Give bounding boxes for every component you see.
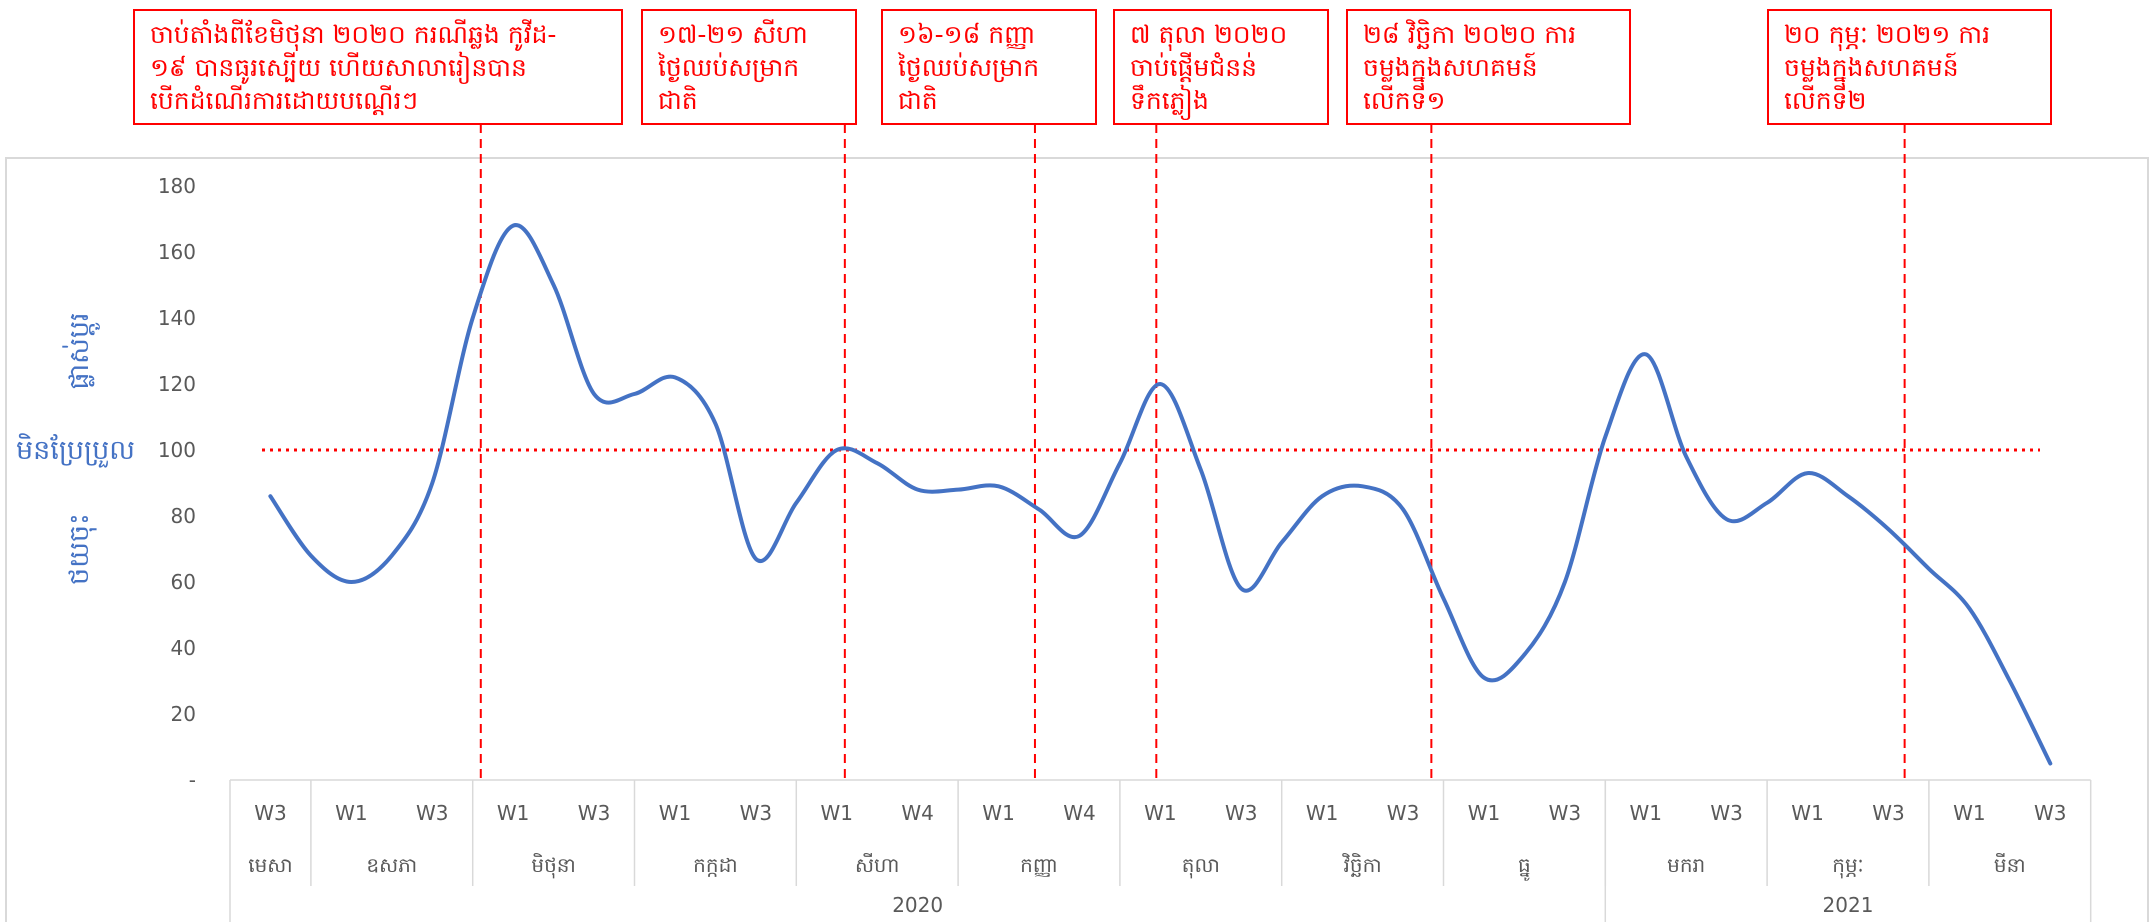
y-tick-label: - [189,768,196,792]
event-annotation-text: ចាប់ផ្តើមជំនន់ [1130,52,1257,83]
event-annotation-box [881,9,1097,125]
x-week-tick-label: W3 [578,801,611,825]
y-tick-label: 100 [158,438,196,462]
x-week-tick-label: W3 [416,801,449,825]
event-annotations: ចាប់តាំងពីខែមិថុនា ២០២០ ករណីឆ្លង កូវីដ-១… [133,9,2052,125]
x-week-tick-label: W1 [1630,801,1663,825]
x-year-label: 2020 [892,893,943,917]
x-week-tick-label: W1 [1468,801,1501,825]
event-annotation-text: ២៨ វិច្ឆិកា ២០២០ ការ [1363,19,1576,50]
event-annotation-text: ២០ កុម្ភៈ ២០២១ ការ [1784,20,1990,51]
y-axis-title-line: ផ្លាស់ប្តូរ [62,312,100,389]
x-week-tick-label: W1 [335,801,368,825]
x-month-label: មីនា [1994,852,2026,877]
x-week-tick-label: W1 [1144,801,1177,825]
event-annotation-box [641,9,857,125]
series-line [268,223,2053,766]
event-annotation-text: ចម្លងក្នុងសហគមន៍ [1363,52,1538,87]
event-annotation-text: ៧ តុលា ២០២០ [1130,20,1287,51]
x-week-tick-label: W3 [1872,801,1905,825]
x-week-tick-label: W1 [1306,801,1339,825]
x-week-tick-label: W3 [1549,801,1582,825]
event-annotation: ១៧-២១ សីហាថ្ងៃឈប់សម្រាកជាតិ [641,9,857,125]
event-annotation-box [1113,9,1329,125]
event-annotation: ២៨ វិច្ឆិកា ២០២០ ការចម្លងក្នុងសហគមន៍លើកទ… [1346,9,1631,125]
x-month-label: កក្កដា [693,853,737,877]
x-month-label: កុម្ភៈ [1832,853,1864,879]
x-week-tick-label: W1 [982,801,1015,825]
x-week-tick-label: W1 [659,801,692,825]
event-annotation-text: ចម្លងក្នុងសហគមន៍ [1784,52,1959,87]
event-annotation-text: បើកដំណើរការដោយបណ្តើរៗ [150,85,418,116]
event-annotation-text: លើកទី២ [1784,85,1866,115]
y-tick-label: 20 [171,702,196,726]
event-annotation-text: ១៧-២១ សីហា [658,19,808,49]
event-annotation-box [133,9,623,125]
y-tick-label: 80 [171,504,196,528]
x-week-tick-label: W3 [2034,801,2067,825]
event-annotation-text: ថ្ងៃឈប់សម្រាក [657,52,799,83]
x-month-label: ឧសភា [366,853,417,877]
y-tick-label: 40 [171,636,196,660]
x-year-label: 2021 [1823,893,1874,917]
x-week-tick-label: W3 [1225,801,1258,825]
y-tick-label: 60 [171,570,196,594]
x-week-tick-label: W3 [740,801,773,825]
event-annotation: ១៦-១៨ កញ្ញាថ្ងៃឈប់សម្រាកជាតិ [881,9,1097,125]
x-month-label: មិថុនា [531,852,575,879]
event-annotation-text: លើកទី១ [1363,85,1445,115]
chart-area-border [5,157,2149,922]
event-annotation-text: ថ្ងៃឈប់សម្រាក [897,52,1039,83]
y-tick-label: 180 [158,174,196,198]
y-tick-label: 160 [158,240,196,264]
x-week-tick-label: W1 [497,801,530,825]
event-annotation: ចាប់តាំងពីខែមិថុនា ២០២០ ករណីឆ្លង កូវីដ-១… [133,9,623,125]
event-annotation: ២០ កុម្ភៈ ២០២១ ការចម្លងក្នុងសហគមន៍លើកទី២ [1767,9,2052,125]
x-week-tick-label: W1 [1791,801,1824,825]
event-annotation-text: ជាតិ [658,85,698,115]
event-marker-lines [479,124,1906,780]
y-axis-title-line: ថយចុះ [64,513,97,585]
x-week-tick-label: W3 [1387,801,1420,825]
event-annotation-text: ១៦-១៨ កញ្ញា [898,20,1035,50]
x-week-tick-label: W4 [1063,801,1096,825]
event-annotation-box [1767,9,2052,125]
x-week-tick-label: W3 [254,801,287,825]
y-axis-title-line: មិនប្រែប្រួល [16,433,135,468]
x-month-label: ធ្នូ [1518,853,1531,881]
x-week-tick-label: W4 [901,801,934,825]
x-month-label: កញ្ញា [1020,853,1058,877]
x-month-label: មករា [1667,853,1705,877]
x-week-tick-label: W1 [1953,801,1986,825]
y-tick-label: 140 [158,306,196,330]
x-month-label: មេសា [248,853,292,877]
event-annotation-box [1346,9,1631,125]
x-week-tick-label: W3 [1710,801,1743,825]
x-month-label: តុលា [1182,853,1220,879]
y-tick-label: 120 [158,372,196,396]
event-annotation-text: ទឹកភ្លៀង [1130,84,1209,120]
x-month-label: វិច្ឆិកា [1342,852,1382,877]
x-week-tick-label: W1 [821,801,854,825]
event-annotation-text: ១៩ បានធូរស្បើយ ហើយសាលារៀនបាន [150,51,527,84]
x-axis-category-table: W3 W1 W3 W1 W3 W1 W3 W1 W4 W1 W4 W1 W3 W1 W3 W1 W3 W1 W3 W1… [229,779,2092,922]
x-month-label: សីហា [855,852,899,877]
series-layer [268,223,2053,766]
event-annotation-text: ជាតិ [898,85,938,115]
event-annotation-text: ចាប់តាំងពីខែមិថុនា ២០២០ ករណីឆ្លង កូវីដ- [150,19,556,51]
y-axis-tick-labels: - 20 40 60 80 100 120 140 160 180 [158,174,196,792]
